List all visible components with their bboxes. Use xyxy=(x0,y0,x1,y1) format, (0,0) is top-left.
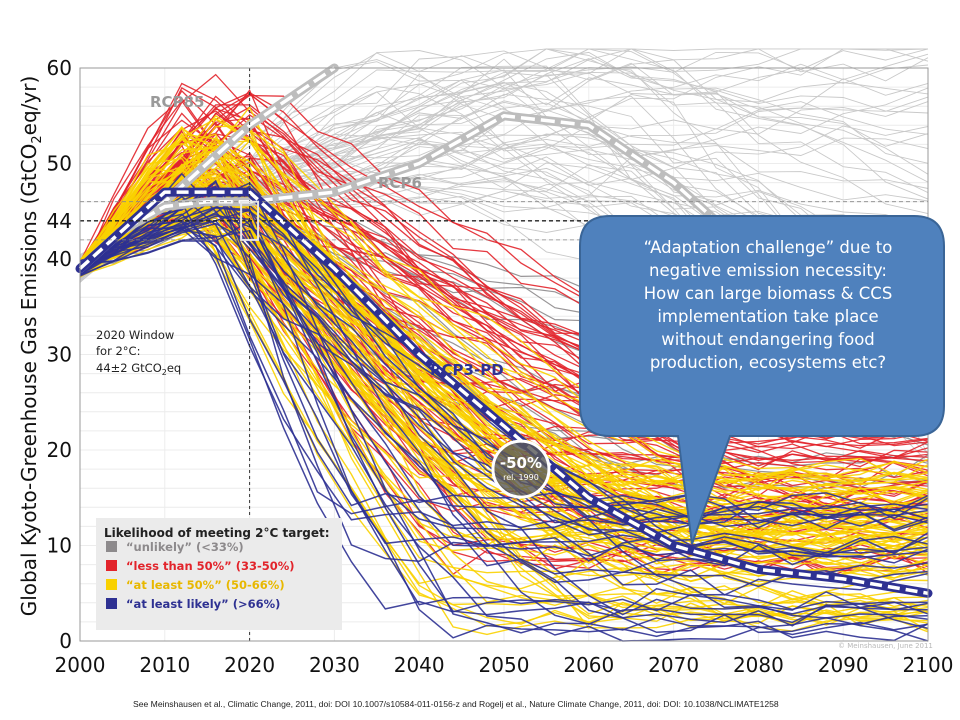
window-annotation: 2020 Window for 2°C: 44±2 GtCO2eq xyxy=(96,328,181,377)
callout-bubble xyxy=(579,215,945,545)
at-least-50-scenario-line xyxy=(79,189,929,549)
callout-line: negative emission necessity: xyxy=(649,261,887,280)
legend-items: “unlikely” (<33%) “less than 50%” (33-50%… xyxy=(106,540,295,611)
at-least-50-scenario-line xyxy=(79,201,929,604)
x-tick-label: 2090 xyxy=(818,653,869,677)
x-tick-label: 2020 xyxy=(224,653,275,677)
y-axis-label-sub: 2 xyxy=(30,135,45,143)
legend-label-at_least_likely: “at least likely” (>66%) xyxy=(126,597,280,611)
at-least-likely-scenario-line xyxy=(79,229,929,513)
at-least-likely-scenario-line xyxy=(79,203,929,596)
y-tick-label: 30 xyxy=(47,343,72,367)
window-line-3-main: 44±2 GtCO xyxy=(96,361,162,375)
reference-lines xyxy=(80,68,928,641)
x-tick-label: 2010 xyxy=(139,653,190,677)
x-tick-label: 2070 xyxy=(648,653,699,677)
at-least-50-scenario-line xyxy=(79,219,929,482)
callout xyxy=(579,215,945,545)
callout-line: How can large biomass & CCS xyxy=(643,284,893,303)
at-least-likely-scenario-line xyxy=(79,219,929,627)
rcp6-label: RCP6 xyxy=(378,174,422,192)
callout-line: without endangering food xyxy=(661,330,875,349)
rcp3-pd-line-inner xyxy=(78,190,929,596)
legend-swatch-less_than_50 xyxy=(106,560,117,571)
less-than-50-scenario-line xyxy=(79,95,929,481)
reduction-value: -50% xyxy=(500,454,542,472)
window-box xyxy=(240,200,260,241)
window-line-3-sub: 2 xyxy=(162,368,167,377)
callout-line: “Adaptation challenge” due to xyxy=(643,238,893,257)
rcp85-label: RCP85 xyxy=(150,93,204,111)
at-least-50-scenario-line xyxy=(79,139,929,481)
less-than-50-scenario-line xyxy=(79,121,929,574)
at-least-50-scenario-line xyxy=(79,105,929,532)
x-tick-label: 2040 xyxy=(394,653,445,677)
legend-swatch-at_least_likely xyxy=(106,598,117,609)
reduction-note: rel. 1990 xyxy=(503,473,539,482)
y-tick-label: 50 xyxy=(47,152,72,176)
rcp6-line-inner xyxy=(78,114,760,270)
rcp-pathways xyxy=(75,63,933,598)
window-line-1: 2020 Window xyxy=(96,328,174,342)
x-tick-label: 2000 xyxy=(55,653,106,677)
rcp3pd-label: RCP3-PD xyxy=(430,361,504,379)
at-least-50-scenario-line xyxy=(79,167,929,612)
at-least-likely-scenario-line xyxy=(79,201,929,536)
x-tick-label: 2030 xyxy=(309,653,360,677)
at-least-50-scenario-line xyxy=(79,187,929,537)
at-least-likely-scenario-line xyxy=(79,189,929,630)
callout-text: “Adaptation challenge” due to negative e… xyxy=(596,236,940,374)
at-least-likely-scenario-line xyxy=(79,195,929,642)
rcp85-line-inner xyxy=(78,66,336,270)
y-tick-label-44: 44 xyxy=(47,209,72,233)
x-tick-label: 2100 xyxy=(903,653,954,677)
at-least-50-scenario-line xyxy=(79,117,929,479)
at-least-likely-scenario-line xyxy=(79,221,929,615)
legend-label-at_least_50: “at least 50%” (50-66%) xyxy=(126,578,285,592)
window-line-3-end: eq xyxy=(167,361,181,375)
less-than-50-scenario-line xyxy=(79,91,929,468)
credit-text: © Meinshausen, June 2011 xyxy=(838,642,933,650)
legend-label-unlikely: “unlikely” (<33%) xyxy=(126,540,244,554)
x-tick-label: 2080 xyxy=(733,653,784,677)
y-tick-label: 40 xyxy=(47,247,72,271)
reduction-marker: -50% rel. 1990 xyxy=(491,439,551,499)
axis-ticks: 2000 2010 2020 2030 2040 2050 2060 2070 2080 2090… xyxy=(47,56,954,677)
legend-title: Likelihood of meeting 2°C target: xyxy=(104,526,330,540)
y-tick-label: 0 xyxy=(59,629,72,653)
at-least-likely-scenario-line xyxy=(79,229,929,613)
reduction-ring xyxy=(491,439,551,499)
legend: Likelihood of meeting 2°C target: “unlik… xyxy=(96,518,342,630)
x-tick-label: 2060 xyxy=(563,653,614,677)
y-tick-label: 10 xyxy=(47,534,72,558)
y-tick-label: 20 xyxy=(47,438,72,462)
callout-line: production, ecosystems etc? xyxy=(649,353,887,372)
legend-swatch-at_least_50 xyxy=(106,579,117,590)
legend-label-less_than_50: “less than 50%” (33-50%) xyxy=(126,559,295,573)
at-least-50-scenario-line xyxy=(79,142,929,503)
citation: See Meinshausen et al., Climatic Change,… xyxy=(133,699,779,709)
x-tick-label: 2050 xyxy=(479,653,530,677)
window-line-2: for 2°C: xyxy=(96,344,140,358)
y-tick-label: 60 xyxy=(47,56,72,80)
y-axis-label-end: eq/yr) xyxy=(17,76,41,136)
y-axis-label-main: Global Kyoto-Greenhouse Gas Emissions (G… xyxy=(17,144,41,617)
at-least-50-scenario-line xyxy=(79,215,929,514)
y-axis-label: Global Kyoto-Greenhouse Gas Emissions (G… xyxy=(17,76,45,617)
callout-line: implementation take place xyxy=(657,307,879,326)
window-line-3: 44±2 GtCO2eq xyxy=(96,361,181,377)
scenario-labels: RCP85 RCP6 RCP3-PD xyxy=(150,93,504,379)
legend-swatch-unlikely xyxy=(106,541,117,552)
legend-box xyxy=(96,518,342,630)
